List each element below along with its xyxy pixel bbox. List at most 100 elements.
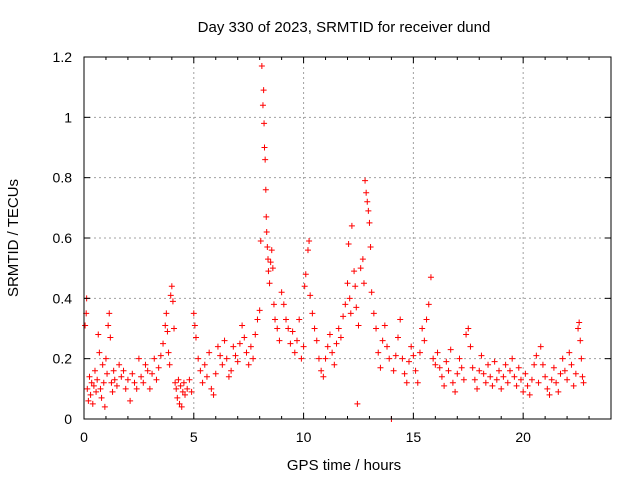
data-point <box>186 376 193 383</box>
data-point <box>86 373 93 380</box>
data-point <box>261 144 268 151</box>
data-point <box>408 343 415 350</box>
data-point <box>257 238 264 245</box>
data-point <box>165 349 172 356</box>
data-point <box>217 352 224 359</box>
x-axis-title: GPS time / hours <box>287 457 401 474</box>
data-point <box>487 373 494 380</box>
y-tick-label: 0.4 <box>53 290 73 306</box>
data-point <box>576 319 583 326</box>
data-point <box>443 358 450 365</box>
data-point <box>537 343 544 350</box>
data-point <box>269 265 276 272</box>
data-point <box>256 307 263 314</box>
data-point <box>267 259 274 266</box>
data-point <box>162 322 169 329</box>
data-series <box>82 63 587 422</box>
x-tick-label: 0 <box>80 429 88 445</box>
y-tick-label: 0.8 <box>53 170 73 186</box>
data-point <box>91 367 98 374</box>
data-point <box>367 244 374 251</box>
data-point <box>352 283 359 290</box>
data-point <box>254 316 261 323</box>
data-point <box>252 331 259 338</box>
data-point <box>268 247 275 254</box>
data-point <box>250 355 257 362</box>
data-point <box>291 349 298 356</box>
data-point <box>94 376 101 383</box>
axis-ticks: 0 5 10 15 20 0 0.2 0.4 0.6 0.8 1 1.2 <box>53 49 611 445</box>
data-point <box>517 376 524 383</box>
data-point <box>342 301 349 308</box>
data-point <box>502 361 509 368</box>
data-point <box>436 364 443 371</box>
data-point <box>395 334 402 341</box>
data-point <box>192 334 199 341</box>
data-point <box>191 322 198 329</box>
data-point <box>471 376 478 383</box>
data-point <box>478 352 485 359</box>
data-point <box>511 373 518 380</box>
data-point <box>98 394 105 401</box>
data-point <box>208 385 215 392</box>
data-point <box>526 391 533 398</box>
data-point <box>384 343 391 350</box>
data-point <box>359 256 366 263</box>
data-point <box>90 382 97 389</box>
data-point <box>133 385 140 392</box>
data-point <box>365 207 372 214</box>
data-point <box>234 358 241 365</box>
data-point <box>438 373 445 380</box>
data-point <box>197 367 204 374</box>
data-point <box>559 355 566 362</box>
y-axis-title: SRMTID / TECUs <box>5 179 22 297</box>
data-point <box>544 385 551 392</box>
data-point <box>306 238 313 245</box>
data-point <box>223 355 230 362</box>
data-point <box>381 322 388 329</box>
data-point <box>447 346 454 353</box>
data-point <box>405 358 412 365</box>
data-point <box>482 379 489 386</box>
data-point <box>168 283 175 290</box>
data-point <box>506 367 513 374</box>
data-point <box>190 310 197 317</box>
data-point <box>485 361 492 368</box>
data-point <box>96 349 103 356</box>
data-point <box>176 400 183 407</box>
data-point <box>131 379 138 386</box>
data-point <box>201 361 208 368</box>
data-point <box>219 361 226 368</box>
data-point <box>116 361 123 368</box>
data-point <box>403 379 410 386</box>
data-point <box>182 391 189 398</box>
data-point <box>212 370 219 377</box>
data-point <box>360 280 367 287</box>
data-point <box>575 325 582 332</box>
data-point <box>445 367 452 374</box>
data-point <box>524 382 531 389</box>
data-point <box>97 385 104 392</box>
data-point <box>344 280 351 287</box>
data-point <box>195 355 202 362</box>
data-point <box>434 349 441 356</box>
data-point <box>157 352 164 359</box>
data-point <box>146 385 153 392</box>
data-point <box>335 325 342 332</box>
data-point <box>120 367 127 374</box>
data-point <box>425 301 432 308</box>
data-point <box>362 177 369 184</box>
data-point <box>272 316 279 323</box>
data-point <box>99 361 106 368</box>
data-point <box>266 280 273 287</box>
data-point <box>553 379 560 386</box>
data-point <box>509 355 516 362</box>
data-point <box>300 343 307 350</box>
data-point <box>262 186 269 193</box>
data-point <box>528 376 535 383</box>
data-point <box>203 373 210 380</box>
data-point <box>465 325 472 332</box>
x-tick-label: 15 <box>406 429 422 445</box>
data-point <box>177 382 184 389</box>
data-point <box>399 355 406 362</box>
